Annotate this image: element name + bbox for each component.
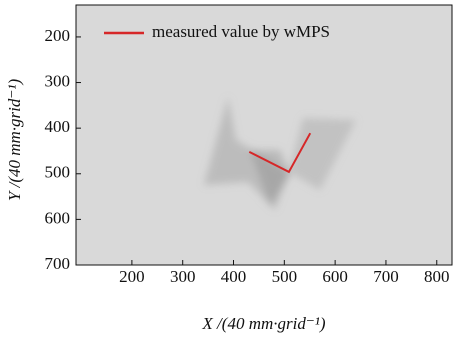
chart: X /(40 mm·grid⁻¹) Y /(40 mm·grid⁻¹) 200 3… xyxy=(0,0,454,340)
x-tick-label: 700 xyxy=(373,267,399,286)
y-tick-label: 300 xyxy=(45,71,71,90)
plot-area xyxy=(76,5,452,265)
y-axis-label: Y /(40 mm·grid⁻¹) xyxy=(5,79,24,202)
y-tick-label: 700 xyxy=(45,254,71,273)
x-tick-label: 400 xyxy=(221,267,247,286)
y-tick-label: 600 xyxy=(45,208,71,227)
legend-label: measured value by wMPS xyxy=(152,22,330,41)
y-tick-label: 200 xyxy=(45,26,71,45)
x-tick-label: 600 xyxy=(322,267,348,286)
y-tick-label: 400 xyxy=(45,117,71,136)
x-tick-label: 300 xyxy=(170,267,196,286)
x-tick-label: 800 xyxy=(424,267,450,286)
y-tick-label: 500 xyxy=(45,163,71,182)
x-tick-label: 500 xyxy=(272,267,298,286)
x-axis-label: X /(40 mm·grid⁻¹) xyxy=(201,314,325,333)
x-tick-label: 200 xyxy=(119,267,145,286)
